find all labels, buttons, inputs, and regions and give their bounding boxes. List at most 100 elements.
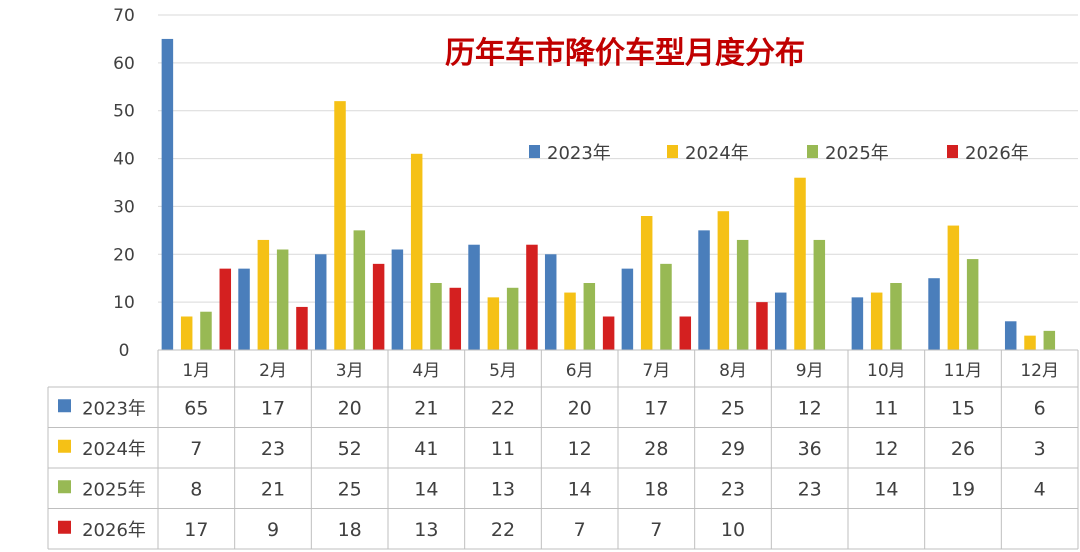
bar-2025年-8月	[736, 239, 749, 350]
bar-2026年-5月	[526, 244, 538, 350]
category-label: 5月	[489, 361, 517, 381]
y-tick-label: 50	[113, 102, 135, 122]
table-cell: 11	[491, 438, 515, 460]
table-cell: 22	[491, 397, 515, 419]
table-cell: 17	[644, 397, 668, 419]
table-cell: 21	[414, 397, 438, 419]
legend-swatch	[947, 145, 958, 158]
table-cell: 18	[644, 478, 668, 500]
table-cell: 9	[267, 519, 279, 541]
bar-2025年-4月	[430, 283, 442, 350]
bar-2026年-7月	[679, 316, 692, 350]
table-cell: 25	[721, 397, 745, 419]
table-cell: 14	[568, 478, 592, 500]
category-label: 4月	[412, 361, 440, 381]
table-cell: 17	[261, 397, 285, 419]
bar-2026年-8月	[756, 302, 768, 350]
table-cell: 8	[190, 478, 202, 500]
bar-2025年-10月	[890, 283, 902, 350]
bar-2023年-10月	[851, 297, 864, 350]
legend-label: 2023年	[547, 143, 611, 164]
category-label: 7月	[642, 361, 670, 381]
legend-label: 2026年	[965, 143, 1029, 164]
bar-2025年-12月	[1043, 330, 1056, 350]
table-cell: 65	[184, 397, 208, 419]
table-row-swatch	[58, 439, 71, 453]
bar-2023年-4月	[391, 249, 404, 350]
chart-title: 历年车市降价车型月度分布	[445, 36, 805, 71]
table-cell: 28	[644, 438, 668, 460]
bar-2025年-7月	[660, 263, 672, 350]
bar-2024年-12月	[1024, 335, 1036, 350]
bar-2025年-9月	[813, 239, 826, 350]
category-label: 3月	[336, 361, 364, 381]
table-cell: 36	[798, 438, 822, 460]
bar-2023年-9月	[774, 292, 787, 350]
table-cell: 18	[338, 519, 362, 541]
bar-2023年-7月	[621, 268, 634, 350]
bar-2024年-4月	[410, 153, 423, 350]
bar-2023年-8月	[698, 230, 710, 350]
table-cell: 4	[1034, 478, 1046, 500]
table-cell: 17	[184, 519, 208, 541]
bar-2023年-5月	[468, 244, 480, 350]
bar-2024年-1月	[180, 316, 193, 350]
table-row-swatch	[58, 480, 71, 494]
table-cell: 52	[338, 438, 362, 460]
y-tick-label: 40	[113, 150, 135, 170]
legend-label: 2025年	[825, 143, 889, 164]
bar-2023年-1月	[161, 38, 174, 351]
bar-2024年-8月	[717, 211, 730, 350]
category-label: 11月	[944, 361, 983, 381]
y-tick-label: 0	[119, 341, 130, 361]
table-row-label: 2023年	[82, 398, 146, 419]
bar-2023年-3月	[314, 254, 327, 350]
legend-label: 2024年	[685, 143, 749, 164]
bar-2025年-1月	[200, 311, 212, 350]
table-row-swatch	[58, 520, 71, 534]
table-cell: 6	[1034, 397, 1046, 419]
table-cell: 22	[491, 519, 515, 541]
category-label: 9月	[796, 361, 824, 381]
bar-2023年-12月	[1004, 321, 1017, 350]
table-row-swatch	[58, 399, 71, 413]
bar-2025年-6月	[583, 283, 596, 350]
bar-2025年-5月	[506, 287, 519, 350]
table-cell: 12	[798, 397, 822, 419]
bar-2023年-6月	[544, 254, 557, 350]
bar-2024年-9月	[794, 177, 806, 350]
y-tick-label: 60	[113, 54, 135, 74]
bar-2023年-11月	[928, 278, 940, 350]
table-cell: 20	[568, 397, 592, 419]
y-tick-label: 30	[113, 197, 135, 217]
table-cell: 19	[951, 478, 975, 500]
bar-2024年-2月	[257, 239, 270, 350]
table-cell: 14	[874, 478, 898, 500]
bar-2024年-10月	[870, 292, 883, 350]
legend-swatch	[667, 145, 678, 158]
table-cell: 23	[261, 438, 285, 460]
table-cell: 11	[874, 397, 898, 419]
table-cell: 7	[190, 438, 202, 460]
category-label: 12月	[1020, 361, 1059, 381]
bar-2025年-2月	[276, 249, 289, 350]
table-cell: 29	[721, 438, 745, 460]
table-cell: 7	[650, 519, 662, 541]
table-cell: 13	[414, 519, 438, 541]
bar-2024年-11月	[947, 225, 960, 350]
bar-2024年-6月	[564, 292, 576, 350]
category-label: 8月	[719, 361, 747, 381]
bar-2026年-3月	[372, 263, 385, 350]
bar-2025年-3月	[353, 230, 366, 350]
bar-2024年-7月	[640, 216, 653, 350]
bar-2023年-2月	[238, 268, 250, 350]
bar-2026年-6月	[602, 316, 615, 350]
bar-2026年-4月	[449, 287, 462, 350]
table-cell: 12	[874, 438, 898, 460]
table-cell: 12	[568, 438, 592, 460]
table-cell: 25	[338, 478, 362, 500]
table-cell: 3	[1034, 438, 1046, 460]
bar-2026年-2月	[296, 306, 308, 350]
